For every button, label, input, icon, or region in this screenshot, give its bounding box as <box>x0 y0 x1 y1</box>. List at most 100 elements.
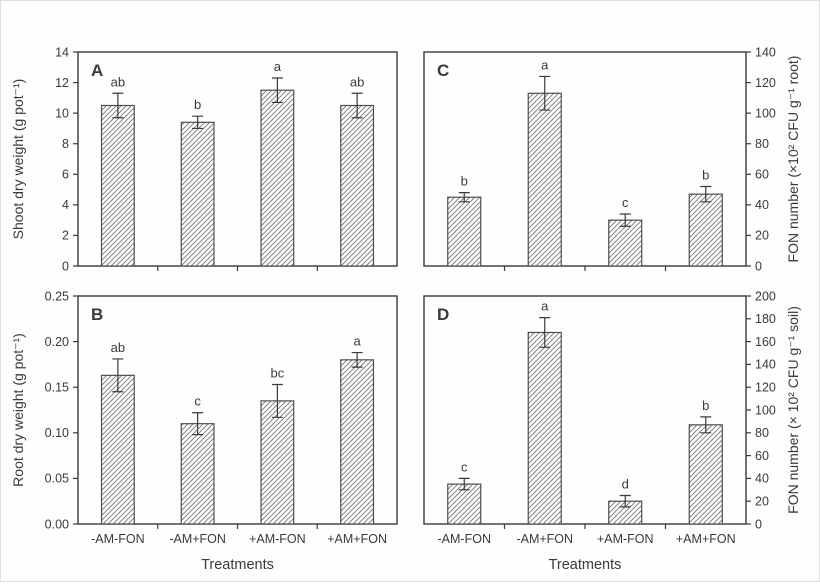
panel-A-y-axis-title: Shoot dry weight (g pot⁻¹) <box>10 79 26 240</box>
panel-C-ytick-label: 60 <box>755 168 769 182</box>
panel-C-ytick-label: 120 <box>755 76 776 90</box>
panel-C-ytick-label: 80 <box>755 137 769 151</box>
panel-D-bar--AM-FON <box>447 483 482 525</box>
panel-D-error-bar-+AM+FON <box>700 416 712 434</box>
panel-B-category-label-+AM+FON: +AM+FON <box>327 532 387 546</box>
panel-D-ytick-label: 120 <box>755 381 776 395</box>
panel-A-sig-letter--AM-FON: ab <box>111 74 125 89</box>
panel-A-bar-+AM-FON <box>260 89 295 267</box>
panel-C-error-bar-+AM-FON <box>619 213 631 227</box>
panel-C-sig-letter--AM-FON: b <box>461 174 468 189</box>
panel-D-ytick-label: 160 <box>755 335 776 349</box>
panel-C-error-bar-+AM+FON <box>700 185 712 203</box>
panel-B-error-bar-+AM-FON <box>271 383 283 418</box>
panel-B-sig-letter--AM+FON: c <box>194 394 201 409</box>
panel-B-bar--AM-FON <box>100 374 135 525</box>
panel-A-ytick-label: 2 <box>62 229 69 243</box>
panel-A-sig-letter--AM+FON: b <box>194 97 201 112</box>
panel-C-sig-letter--AM+FON: a <box>541 57 549 72</box>
panel-B-ytick-label: 0.25 <box>45 289 69 303</box>
panel-D-category-label-+AM-FON: +AM-FON <box>597 532 654 546</box>
panel-C-bar-+AM-FON <box>608 219 643 267</box>
panel-A-letter: A <box>91 61 103 80</box>
panel-C-bar-+AM+FON <box>688 193 723 267</box>
panel-D-ytick-label: 20 <box>755 495 769 509</box>
panel-D-sig-letter--AM+FON: a <box>541 299 549 314</box>
panel-A-error-bar-+AM+FON <box>351 92 363 119</box>
panel-D-ytick-label: 80 <box>755 426 769 440</box>
panel-B-error-bar-+AM+FON <box>351 351 363 368</box>
panel-D-ytick-label: 40 <box>755 472 769 486</box>
panel-C-error-bar--AM-FON <box>458 192 470 203</box>
panel-A: 0 2 4 6 8 10 12 14 ab b a ab A Shoot dry weight (g po… <box>10 45 398 273</box>
panel-D-ytick-label: 100 <box>755 403 776 417</box>
panel-D-sig-letter--AM-FON: c <box>461 459 468 474</box>
panel-B-x-axis-title: Treatments <box>201 557 274 573</box>
panel-A-bar-+AM+FON <box>340 104 375 267</box>
panel-B-ytick-label: 0.15 <box>45 381 69 395</box>
panel-D-x-axis-title: Treatments <box>549 557 622 573</box>
panel-D-error-bar--AM+FON <box>539 317 551 348</box>
panel-C-ytick-label: 20 <box>755 229 769 243</box>
panel-D-category-label-+AM+FON: +AM+FON <box>676 532 736 546</box>
panel-B-sig-letter-+AM+FON: a <box>354 334 362 349</box>
panel-A-ytick-label: 10 <box>55 106 69 120</box>
panel-C-ytick-label: 40 <box>755 198 769 212</box>
panel-A-bar--AM+FON <box>180 121 215 267</box>
panel-B-letter: B <box>91 305 103 324</box>
panel-A-ytick-label: 6 <box>62 168 69 182</box>
panel-D-bar-+AM+FON <box>688 424 723 525</box>
panel-B: 0.00 0.05 0.10 0.15 0.20 0.25 ab c bc a B Root dry … <box>10 289 398 573</box>
panel-D-sig-letter-+AM+FON: b <box>702 398 709 413</box>
panel-B-category-label--AM+FON: -AM+FON <box>169 532 226 546</box>
panel-A-sig-letter-+AM-FON: a <box>274 59 282 74</box>
panel-D-category-label--AM-FON: -AM-FON <box>438 532 491 546</box>
panel-C-error-bar--AM+FON <box>539 75 551 111</box>
panel-D-y-axis-title: FON number (× 10² CFU g⁻¹ soil) <box>785 306 801 514</box>
panel-D-category-label--AM+FON: -AM+FON <box>516 532 573 546</box>
panel-B-bar-+AM-FON <box>260 400 295 525</box>
panel-B-ytick-label: 0.05 <box>45 472 69 486</box>
panel-B-error-bar--AM+FON <box>192 412 204 436</box>
panel-A-ytick-label: 4 <box>62 198 69 212</box>
panel-A-ytick-label: 12 <box>55 76 69 90</box>
panel-D-ytick-label: 200 <box>755 289 776 303</box>
panel-A-bar--AM-FON <box>100 104 135 267</box>
panel-C-y-axis-title: FON number (×10² CFU g⁻¹ root) <box>785 56 801 263</box>
panel-B-y-axis-title: Root dry weight (g pot⁻¹) <box>10 333 26 487</box>
panel-C-sig-letter-+AM-FON: c <box>622 195 629 210</box>
panel-C-ytick-label: 0 <box>755 259 762 273</box>
panel-D-bar--AM+FON <box>527 331 562 525</box>
panel-A-ytick-label: 0 <box>62 259 69 273</box>
panel-D-ytick-label: 140 <box>755 358 776 372</box>
panel-B-error-bar--AM-FON <box>112 358 124 393</box>
panel-A-ytick-label: 14 <box>55 45 69 59</box>
panel-A-error-bar--AM-FON <box>112 92 124 119</box>
panel-C-sig-letter-+AM+FON: b <box>702 168 709 183</box>
panel-D-error-bar--AM-FON <box>458 477 470 491</box>
panel-A-sig-letter-+AM+FON: ab <box>350 74 364 89</box>
panel-C-bar--AM-FON <box>447 196 482 267</box>
panel-B-ytick-label: 0.10 <box>45 426 69 440</box>
panel-B-sig-letter--AM-FON: ab <box>111 340 125 355</box>
panel-C-ytick-label: 140 <box>755 45 776 59</box>
panel-A-ytick-label: 8 <box>62 137 69 151</box>
panel-D-ytick-label: 0 <box>755 517 762 531</box>
panel-D-letter: D <box>437 305 449 324</box>
panel-B-category-label-+AM-FON: +AM-FON <box>249 532 306 546</box>
panel-A-error-bar--AM+FON <box>192 115 204 130</box>
panel-D: 0 20 40 60 80 100 120 140 160 180 200 c a d b D FON numb… <box>423 289 801 573</box>
panel-D-error-bar-+AM-FON <box>619 494 631 508</box>
panel-D-ytick-label: 180 <box>755 312 776 326</box>
panel-C-ytick-label: 100 <box>755 106 776 120</box>
panel-C-letter: C <box>437 61 449 80</box>
panel-B-category-label--AM-FON: -AM-FON <box>91 532 144 546</box>
panel-C-bar--AM+FON <box>527 92 562 267</box>
panel-D-ytick-label: 60 <box>755 449 769 463</box>
panel-D-sig-letter-+AM-FON: d <box>622 477 629 492</box>
panel-B-ytick-label: 0.20 <box>45 335 69 349</box>
panel-B-sig-letter-+AM-FON: bc <box>271 365 285 380</box>
panel-B-bar--AM+FON <box>180 423 215 525</box>
